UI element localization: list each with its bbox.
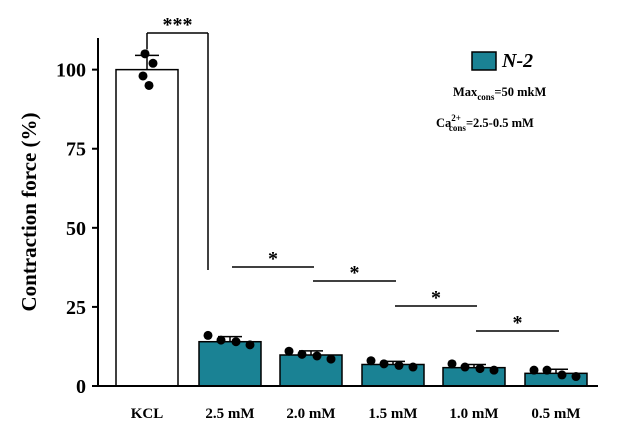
legend-swatch (471, 51, 497, 71)
y-tick-label: 75 (66, 139, 86, 161)
data-point (557, 370, 567, 380)
data-point (475, 364, 485, 374)
data-point (138, 71, 148, 81)
data-point (571, 372, 581, 382)
legend: N-2 Maxcons=50 mkM Ca2+ cons=2.5-0.5 mM (436, 50, 546, 133)
data-point (379, 359, 389, 369)
significance-label: * (431, 287, 441, 309)
significance-label: * (268, 248, 278, 270)
data-point (447, 359, 457, 369)
data-point (148, 58, 158, 68)
data-point (326, 354, 336, 364)
y-tick-label: 25 (66, 297, 86, 319)
significance-label: * (513, 312, 523, 334)
plot-area: 0 25 50 75 100 Contraction force (%) KCL 2.5 mM… (17, 14, 598, 422)
data-point (284, 346, 294, 356)
x-tick-label: 2.5 mM (205, 406, 254, 422)
data-point (297, 349, 307, 359)
x-tick-label: 0.5 mM (531, 406, 580, 422)
data-point (144, 80, 154, 90)
data-point (408, 362, 418, 372)
data-point (140, 49, 150, 59)
y-axis-label: Contraction force (%) (17, 112, 41, 311)
x-tick-label: KCL (131, 406, 164, 422)
data-point (394, 360, 404, 370)
data-point (529, 365, 539, 375)
x-tick-label: 1.5 mM (368, 406, 417, 422)
data-point (203, 330, 213, 340)
data-point (231, 337, 241, 347)
data-point (366, 356, 376, 366)
data-point (216, 335, 226, 345)
data-point (460, 362, 470, 372)
data-point (489, 365, 499, 375)
data-point (312, 351, 322, 361)
bar (115, 68, 179, 387)
legend-note-calcium: Ca2+ cons=2.5-0.5 mM (436, 113, 534, 133)
significance-label: * (350, 262, 360, 284)
data-point (245, 340, 255, 350)
y-tick-label: 0 (76, 376, 86, 398)
legend-label: N-2 (501, 50, 533, 72)
y-tick-label: 100 (56, 60, 86, 82)
significance-label: *** (163, 14, 193, 36)
legend-note-max: Maxcons=50 mkM (453, 85, 546, 102)
y-tick-label: 50 (66, 218, 86, 240)
data-point (542, 365, 552, 375)
x-tick-label: 2.0 mM (286, 406, 335, 422)
x-tick-label: 1.0 mM (449, 406, 498, 422)
